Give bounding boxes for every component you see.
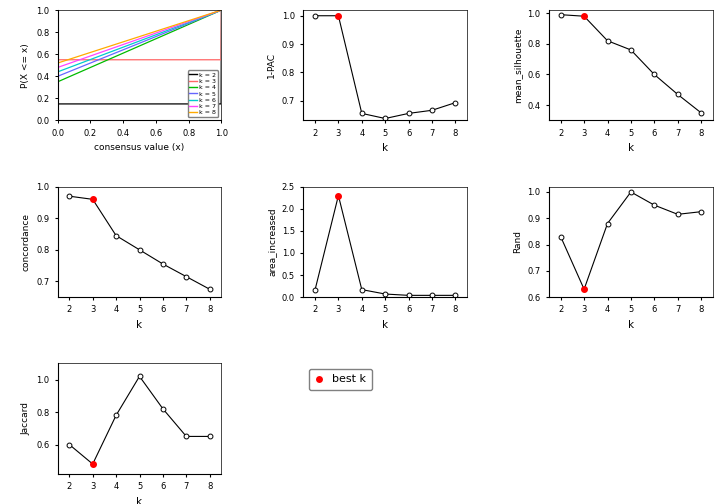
Legend: best k: best k [309,369,372,390]
X-axis label: k: k [382,143,388,153]
Y-axis label: mean_silhouette: mean_silhouette [513,28,522,103]
X-axis label: k: k [136,496,143,504]
Y-axis label: Jaccard: Jaccard [22,402,30,435]
X-axis label: k: k [628,320,634,330]
Y-axis label: P(X <= x): P(X <= x) [22,43,30,88]
X-axis label: k: k [136,320,143,330]
X-axis label: k: k [382,320,388,330]
X-axis label: k: k [628,143,634,153]
Y-axis label: 1-PAC: 1-PAC [267,52,276,78]
Y-axis label: Rand: Rand [513,230,522,254]
Y-axis label: area_increased: area_increased [267,208,276,276]
Legend: k = 2, k = 3, k = 4, k = 5, k = 6, k = 7, k = 8: k = 2, k = 3, k = 4, k = 5, k = 6, k = 7… [187,71,218,117]
X-axis label: consensus value (x): consensus value (x) [94,143,184,152]
Y-axis label: concordance: concordance [22,213,30,271]
